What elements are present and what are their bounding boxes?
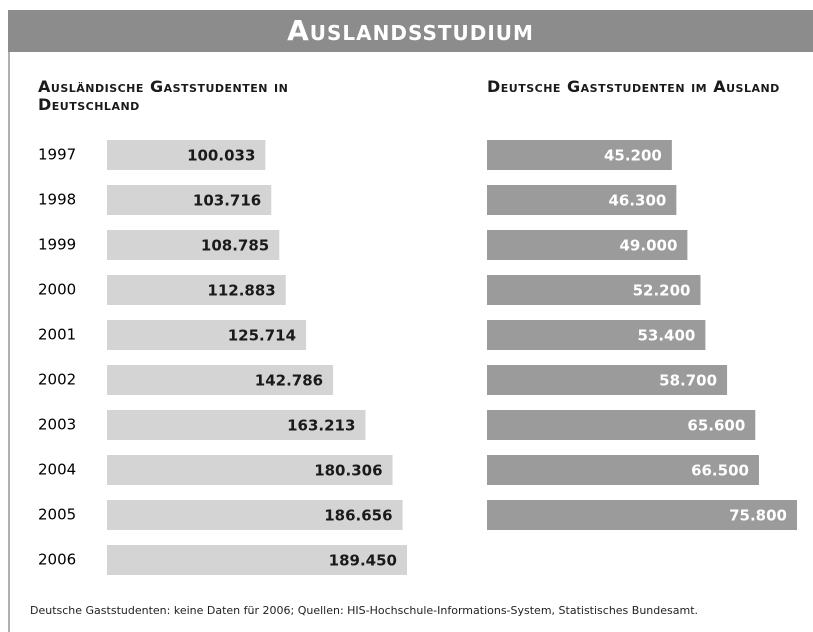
value-label: 66.500	[691, 462, 749, 480]
category-label: 2001	[38, 326, 76, 344]
value-label: 52.200	[633, 282, 691, 300]
value-label: 53.400	[637, 327, 695, 345]
value-label: 180.306	[314, 462, 382, 480]
title-banner	[8, 10, 813, 52]
value-label: 100.033	[187, 147, 255, 165]
bar	[487, 410, 756, 440]
bar	[487, 320, 706, 350]
bar	[107, 545, 407, 575]
category-label: 2003	[38, 416, 76, 434]
value-label: 45.200	[604, 147, 662, 165]
footnote: Deutsche Gaststudenten: keine Daten für …	[30, 604, 699, 617]
chart-title: Deutsche Gaststudenten im Ausland	[487, 77, 780, 96]
bar	[487, 365, 728, 395]
bar	[107, 320, 307, 350]
value-label: 125.714	[228, 327, 296, 345]
category-label: 2000	[38, 281, 76, 299]
value-label: 189.450	[329, 552, 397, 570]
category-label: 1999	[38, 236, 76, 254]
bar	[107, 500, 403, 530]
bar	[107, 365, 334, 395]
bar	[487, 230, 688, 260]
bar	[487, 185, 677, 215]
value-label: 65.600	[687, 417, 745, 435]
bar	[487, 140, 672, 170]
category-label: 2006	[38, 551, 76, 569]
bar	[487, 455, 759, 485]
value-label: 186.656	[324, 507, 392, 525]
value-label: 103.716	[193, 192, 261, 210]
value-label: 49.000	[620, 237, 678, 255]
value-label: 163.213	[287, 417, 355, 435]
bar	[107, 275, 286, 305]
title: Auslandsstudium	[287, 14, 534, 47]
bar	[487, 500, 797, 530]
bar	[107, 410, 366, 440]
value-label: 108.785	[201, 237, 269, 255]
value-label: 75.800	[729, 507, 787, 525]
bar	[487, 275, 701, 305]
value-label: 142.786	[255, 372, 323, 390]
bar	[107, 185, 272, 215]
category-label: 1998	[38, 191, 76, 209]
chart-title: Ausländische Gaststudenten in Deutschlan…	[38, 77, 289, 114]
charts: 1997 100.033 1998 103.716 1999 108.785 2000 112…	[38, 140, 797, 575]
value-label: 58.700	[659, 372, 717, 390]
value-label: 46.300	[608, 192, 666, 210]
bar	[107, 140, 266, 170]
bar	[107, 455, 393, 485]
category-label: 2005	[38, 506, 76, 524]
bar	[107, 230, 280, 260]
category-label: 2002	[38, 371, 76, 389]
category-label: 2004	[38, 461, 76, 479]
category-label: 1997	[38, 146, 76, 164]
value-label: 112.883	[207, 282, 275, 300]
left-border	[8, 52, 10, 632]
